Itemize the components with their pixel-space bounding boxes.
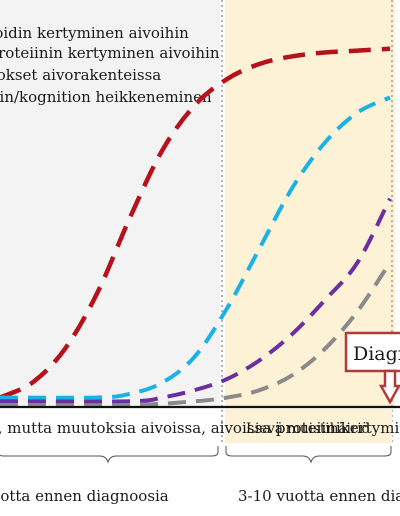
series-line-4 (0, 261, 392, 408)
stage1-brace (0, 446, 219, 464)
timespan-label: 3-10 vuotta ennen diagnoosia (238, 487, 400, 505)
legend: Amyloidin kertyminen aivoihin Tau-protei… (0, 24, 220, 106)
series-group (0, 46, 392, 408)
series-line-2 (0, 95, 391, 400)
stage1-background (0, 0, 220, 408)
diagnosis-arrow (378, 369, 400, 405)
legend-entry: Muutokset aivorakenteissa (0, 66, 161, 84)
legend-entry: Muistin/kognition heikkeneminen (0, 88, 212, 106)
stage2-brace (225, 446, 392, 464)
stage2-label: Lievä muistihäiriö (246, 421, 370, 437)
stage1-label: Prekliininen vaihe: ei oireita, mutta mu… (0, 419, 400, 437)
legend-entry: Tau-proteiinin kertyminen aivoihin (0, 44, 220, 62)
diagnosis-marker: Diagnoosi (344, 331, 400, 405)
diagnosis-label: Diagnoosi (353, 343, 400, 365)
series-line-3 (0, 197, 392, 404)
legend-entry: Amyloidin kertyminen aivoihin (0, 24, 189, 42)
stage2-label-background (225, 409, 392, 443)
timespan-label: Jopa 20 vuotta ennen diagnoosia (0, 487, 169, 505)
series-line-1 (0, 46, 391, 400)
